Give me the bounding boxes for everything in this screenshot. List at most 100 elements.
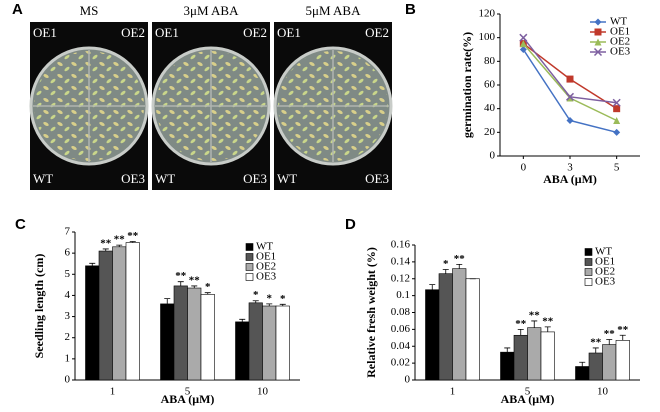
error-bar (129, 241, 136, 243)
marker (612, 98, 621, 107)
y-tick-label: 0.16 (391, 239, 411, 251)
legend-label: OE1 (610, 26, 630, 38)
error-bar (177, 281, 184, 286)
significance-label: ** (114, 234, 126, 246)
error-bar (429, 284, 436, 290)
error-bar (204, 292, 211, 295)
x-tick-label: 1 (450, 386, 456, 398)
x-tick-label: 10 (597, 386, 609, 398)
y-tick-label: 0.14 (391, 255, 411, 267)
error-bar (102, 248, 109, 252)
legend-swatch (245, 243, 254, 251)
bar (500, 351, 515, 381)
legend-label: OE2 (610, 36, 630, 48)
plate-label: OE1 (33, 25, 57, 40)
significance-label: ** (590, 336, 602, 348)
y-tick-label: 0 (405, 374, 411, 386)
chart: C 0 1 2 3 4 5 6 7 1 5 10 Seedling length (cm) ABA (μM… (15, 216, 300, 406)
significance-label: ** (127, 230, 139, 242)
legend-label: OE3 (595, 276, 616, 288)
significance-label: * (280, 293, 286, 305)
plate-label: OE1 (277, 25, 301, 40)
legend-label: OE3 (256, 271, 277, 283)
error-bar (279, 303, 286, 306)
bar (275, 305, 290, 381)
bar (248, 302, 263, 381)
plate-label: OE2 (365, 25, 389, 40)
photo-panel: MS OE1 OE2 WT OE3 3μM ABA OE1 OE2 WT OE3 5μM ABA OE… (29, 3, 393, 190)
error-bar (191, 285, 198, 289)
plate-label: OE2 (121, 25, 145, 40)
marker (593, 47, 603, 57)
significance-label: ** (604, 328, 616, 340)
condition-label: 3μM ABA (183, 3, 239, 18)
plate-label: WT (155, 171, 175, 186)
legend-swatch (584, 278, 593, 286)
significance-label: * (205, 281, 211, 293)
y-axis-label: Relative fresh weight (%) (364, 247, 378, 378)
significance-label: ** (100, 237, 112, 249)
marker (519, 33, 528, 42)
bar (575, 366, 590, 381)
y-tick-label: 80 (484, 55, 496, 67)
bar (588, 352, 603, 381)
significance-label: ** (175, 270, 187, 282)
legend-label: WT (610, 16, 627, 28)
bar (200, 294, 215, 381)
legend-swatch (245, 263, 254, 271)
marker (566, 75, 574, 83)
plate-label: OE3 (365, 171, 389, 186)
bar (187, 287, 202, 381)
error-bar (592, 347, 599, 353)
x-tick-label: 5 (614, 162, 620, 174)
plate-label: WT (33, 171, 53, 186)
error-bar (504, 347, 511, 353)
error-bar (531, 320, 538, 328)
significance-label: ** (529, 309, 541, 321)
significance-label: ** (515, 318, 527, 330)
x-tick-label: 1 (110, 386, 116, 398)
error-bar (517, 328, 524, 336)
significance-label: * (253, 289, 259, 301)
plate-label: WT (277, 171, 297, 186)
bar (602, 344, 617, 381)
y-tick-label: 120 (479, 8, 496, 20)
legend-label: OE2 (256, 261, 276, 273)
x-tick-label: 0 (521, 162, 527, 174)
error-bar (606, 339, 613, 345)
legend-swatch (584, 268, 593, 276)
x-axis-label: ABA (μM) (161, 392, 215, 406)
bar (540, 331, 555, 381)
x-tick-label: 3 (567, 162, 573, 174)
y-tick-label: 5 (65, 268, 71, 280)
bar (125, 242, 140, 381)
x-tick-label: 10 (257, 386, 269, 398)
panel-letter: C (15, 216, 26, 233)
error-bar (544, 326, 551, 332)
legend-label: OE1 (595, 256, 615, 268)
y-tick-label: 2 (65, 331, 71, 343)
marker (594, 38, 602, 46)
condition-label: MS (80, 3, 99, 18)
marker (519, 46, 527, 53)
error-bar (579, 361, 586, 367)
legend-label: OE1 (256, 251, 276, 263)
marker (565, 92, 575, 101)
marker (566, 117, 574, 124)
y-tick-label: 0 (65, 374, 71, 386)
y-tick-label: 3 (65, 310, 71, 322)
bar (160, 303, 175, 381)
y-tick-label: 20 (484, 126, 496, 138)
significance-label: ** (454, 253, 466, 265)
chart: B 0 20 40 60 80 100 120 0 3 5 germination rate(%) AB… (405, 1, 640, 186)
y-tick-label: 60 (484, 79, 496, 91)
error-bar (116, 244, 123, 247)
marker (594, 28, 602, 36)
y-tick-label: 0.1 (396, 289, 410, 301)
plate-label: OE3 (243, 171, 267, 186)
legend-label: WT (256, 241, 273, 253)
significance-label: * (267, 292, 273, 304)
bar (173, 285, 188, 381)
y-tick-label: 40 (484, 102, 496, 114)
y-tick-label: 0.04 (391, 340, 411, 352)
